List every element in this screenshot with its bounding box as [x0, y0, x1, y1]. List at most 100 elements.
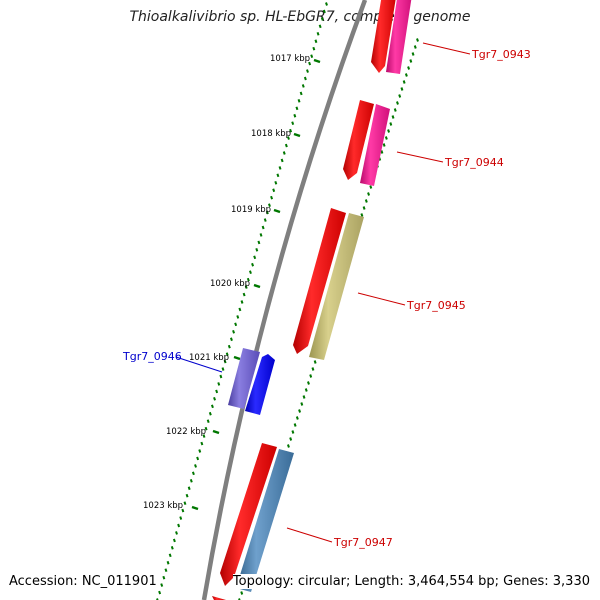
gene-tgr7-0943-right-arrow[interactable]: [386, 0, 412, 74]
outer-ring-tick: [311, 367, 315, 371]
scale-major-tick: [313, 58, 321, 64]
inner-ring-tick: [215, 389, 219, 394]
outer-ring-tick: [291, 430, 295, 434]
outer-ring-tick: [300, 402, 304, 406]
inner-ring-tick: [280, 158, 284, 163]
gene-label-tgr7-0944[interactable]: Tgr7_0944: [444, 156, 504, 169]
outer-ring-tick: [289, 437, 293, 441]
gene-tgr7-0945-right-arrow[interactable]: [309, 213, 364, 360]
inner-ring-tick: [297, 99, 301, 103]
inner-ring-tick: [189, 478, 193, 483]
inner-ring-tick: [194, 464, 197, 468]
inner-ring-tick: [306, 69, 309, 73]
inner-ring-tick: [289, 128, 293, 133]
inner-ring-tick: [232, 329, 235, 334]
inner-ring-tick: [217, 382, 221, 386]
inner-ring-tick: [185, 493, 189, 498]
inner-ring-tick: [263, 218, 267, 222]
gene-tgr7-0946-left-arrow[interactable]: [228, 348, 260, 409]
inner-ring-tick: [253, 255, 257, 260]
inner-ring-tick: [156, 598, 159, 600]
inner-ring-tick: [238, 307, 242, 312]
inner-ring-tick: [208, 411, 212, 416]
inner-ring-tick: [270, 195, 274, 200]
gene-tgr7-0946-right-arrow[interactable]: [245, 354, 275, 415]
gene-tgr7-0947-left-arrow[interactable]: [220, 443, 277, 586]
outer-ring-tick: [384, 136, 388, 140]
inner-ring-tick: [320, 17, 324, 21]
inner-ring-tick: [249, 270, 252, 275]
inner-ring-tick: [278, 166, 282, 170]
scale-label: 1020 kbp: [210, 279, 250, 289]
inner-ring-tick: [293, 113, 297, 118]
inner-ring-tick: [181, 508, 185, 513]
outer-ring-tick: [362, 206, 366, 210]
inner-ring-tick: [172, 538, 176, 543]
inner-ring-tick: [322, 9, 326, 14]
inner-ring-tick: [234, 322, 238, 327]
inner-ring-tick: [225, 352, 229, 356]
outer-ring-tick: [298, 409, 302, 413]
outer-ring-tick: [409, 59, 413, 63]
inner-ring-tick: [274, 180, 278, 185]
outer-ring-tick: [413, 45, 417, 49]
inner-ring-tick: [312, 46, 316, 51]
scale-label: 1023 kbp: [143, 501, 183, 511]
inner-ring-tick: [191, 471, 195, 476]
inner-ring-tick: [287, 136, 290, 140]
inner-ring-tick: [257, 240, 261, 245]
inner-ring-tick: [210, 404, 214, 409]
outer-ring-tick: [396, 101, 399, 105]
inner-ring-tick: [221, 367, 225, 371]
gene-partial-bottom-arrow: [212, 596, 226, 600]
gene-tgr7-0943-left-arrow[interactable]: [371, 0, 397, 73]
inner-ring-tick: [318, 24, 322, 29]
inner-ring-tick: [284, 143, 288, 148]
accession-text: Accession: NC_011901: [9, 574, 157, 589]
outer-ring-tick: [240, 591, 244, 595]
inner-ring-tick: [213, 397, 216, 401]
outer-ring-tick: [364, 199, 368, 203]
gene-label-tgr7-0945[interactable]: Tgr7_0945: [406, 299, 466, 312]
inner-ring-tick: [227, 344, 231, 349]
inner-ring-tick: [236, 315, 240, 319]
outer-ring-tick: [402, 80, 406, 84]
inner-ring-tick: [244, 285, 248, 289]
scale-major-tick: [253, 283, 261, 289]
inner-ring-tick: [158, 590, 162, 595]
inner-ring-tick: [183, 501, 187, 505]
inner-ring-tick: [251, 262, 255, 267]
inner-ring-tick: [219, 374, 223, 379]
inner-ring-tick: [276, 173, 280, 178]
inner-ring-tick: [196, 456, 200, 461]
outer-ring-tick: [304, 388, 308, 392]
outer-ring-tick: [416, 38, 419, 42]
inner-ring-tick: [255, 248, 259, 252]
scale-label: 1018 kbp: [251, 129, 291, 139]
inner-ring-tick: [175, 531, 178, 535]
inner-ring-tick: [259, 233, 263, 237]
inner-ring-tick: [198, 449, 202, 453]
outer-ring-tick: [293, 423, 297, 427]
scale-label: 1022 kbp: [166, 427, 206, 437]
inner-ring-tick: [170, 546, 174, 550]
gene-label-tgr7-0946[interactable]: Tgr7_0946: [122, 350, 182, 363]
gene-tgr7-0947-right-arrow[interactable]: [236, 449, 294, 592]
gene-tgr7-0944-left-arrow[interactable]: [343, 100, 374, 180]
gene-label-tgr7-0947[interactable]: Tgr7_0947: [333, 536, 393, 549]
gene-tgr7-0944-right-arrow[interactable]: [360, 104, 390, 186]
scale-label: 1019 kbp: [231, 205, 271, 215]
outer-ring-tick: [393, 108, 397, 112]
gene-tgr7-0945-left-arrow[interactable]: [293, 208, 346, 354]
inner-ring-tick: [282, 151, 286, 155]
inner-ring-tick: [166, 560, 170, 565]
inner-ring-tick: [314, 39, 318, 44]
gene-label-tgr7-0943[interactable]: Tgr7_0943: [471, 48, 531, 61]
inner-ring-tick: [240, 300, 244, 304]
outer-ring-tick: [360, 213, 364, 217]
gene-features: [212, 0, 412, 600]
outer-ring-tick: [369, 185, 373, 189]
inner-ring-tick: [168, 553, 172, 558]
inner-ring-tick: [242, 292, 246, 297]
